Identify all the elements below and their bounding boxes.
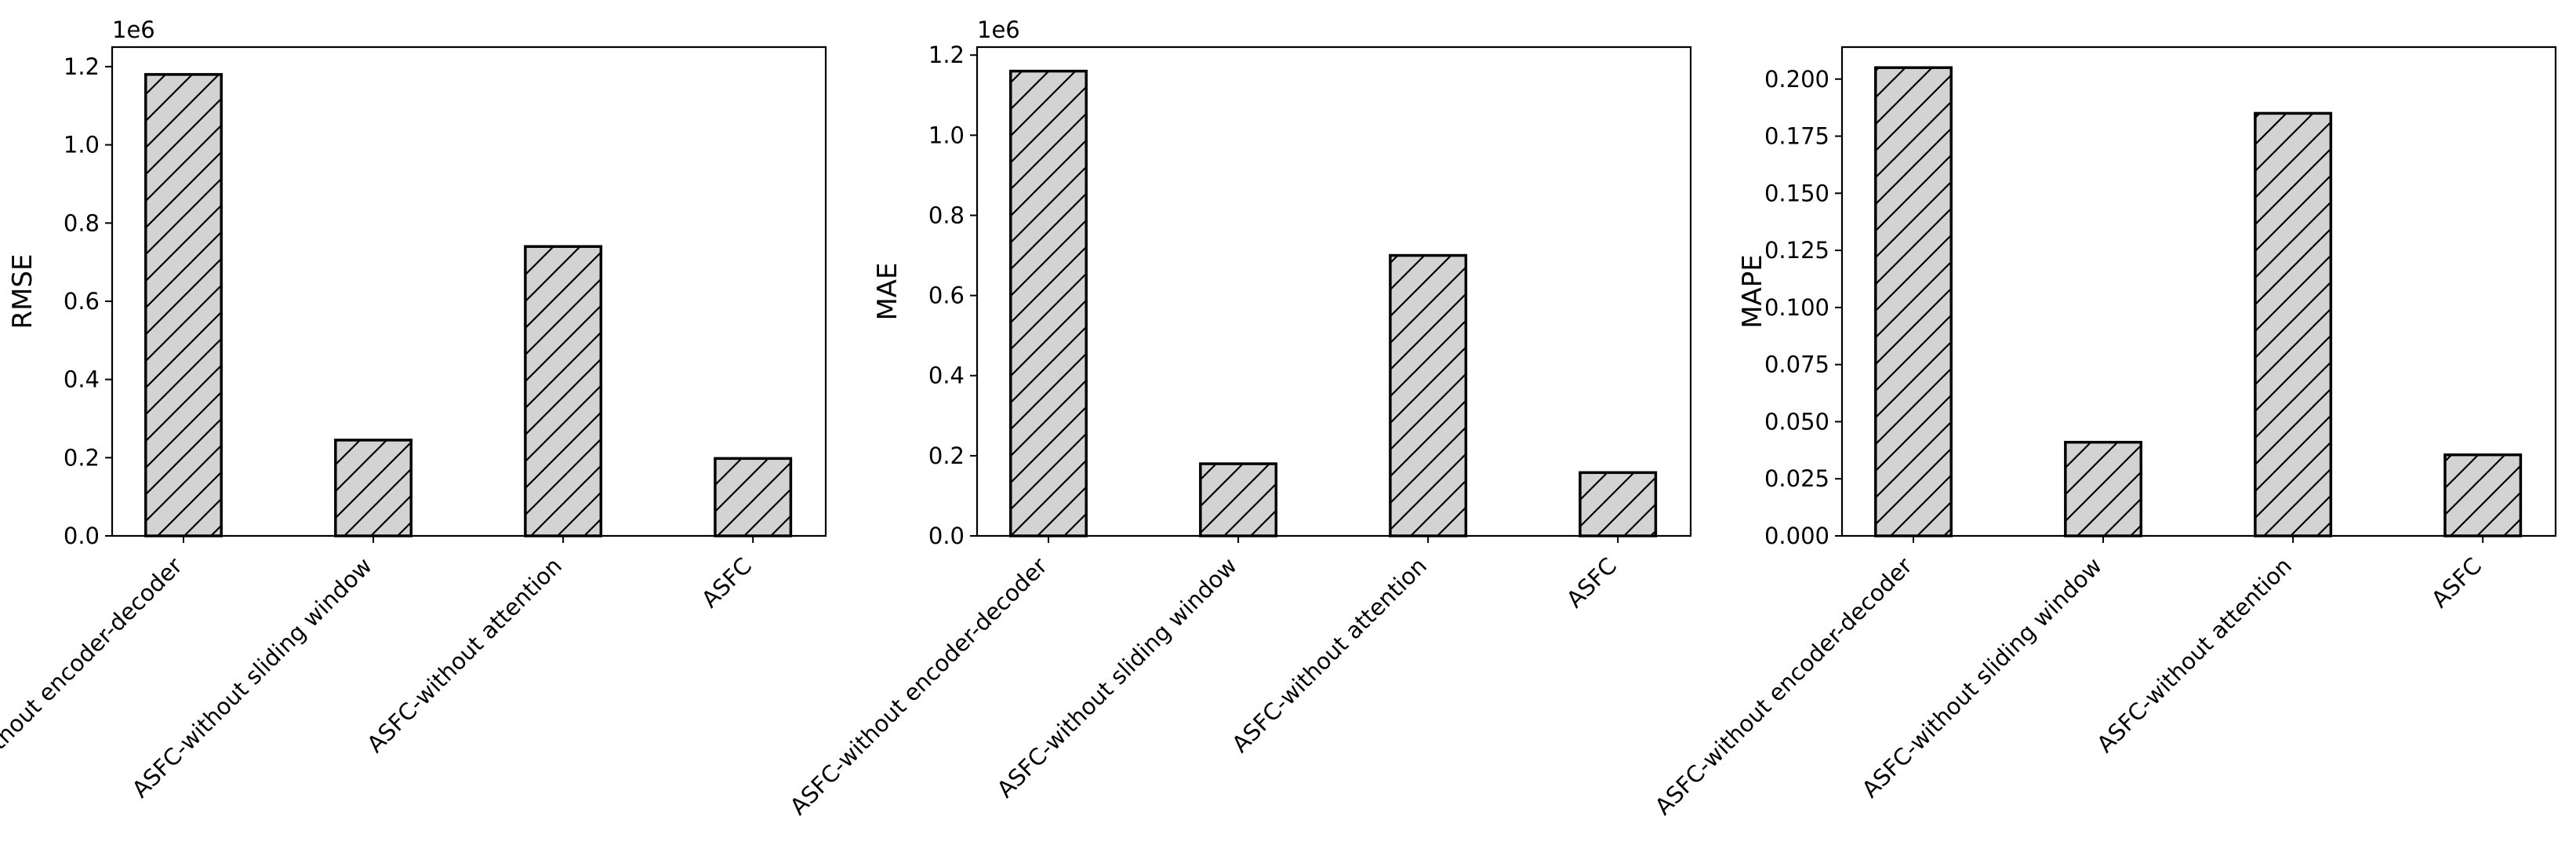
y-tick-label-1-2: 0.2 bbox=[64, 444, 100, 471]
x-tick-label-3-4: ASFC bbox=[2426, 552, 2487, 613]
x-tick-label-1-4: ASFC bbox=[696, 552, 757, 613]
bar-3-4 bbox=[2443, 453, 2523, 537]
bar-1-2 bbox=[334, 439, 413, 537]
offset-label-1: 1e6 bbox=[112, 16, 155, 43]
bar-3-2 bbox=[2064, 440, 2143, 537]
y-tick-label-1-4: 0.6 bbox=[64, 288, 100, 315]
y-tick-label-2-4: 0.6 bbox=[928, 282, 965, 309]
plot-frame-1 bbox=[111, 46, 827, 537]
y-tick-label-3-4: 0.075 bbox=[1764, 352, 1829, 378]
y-axis-label-3: MAPE bbox=[1737, 254, 1768, 329]
y-tick-label-3-9: 0.200 bbox=[1764, 66, 1829, 93]
y-tick-label-3-7: 0.150 bbox=[1764, 180, 1829, 206]
bar-3-3 bbox=[2254, 111, 2333, 537]
y-tick-label-1-5: 0.8 bbox=[64, 209, 100, 236]
bar-2-2 bbox=[1199, 462, 1278, 537]
y-tick-label-3-6: 0.125 bbox=[1764, 237, 1829, 264]
bar-1-3 bbox=[524, 245, 603, 537]
y-tick-label-1-6: 1.0 bbox=[64, 132, 100, 158]
bar-1-1 bbox=[144, 73, 223, 537]
y-tick-label-2-3: 0.4 bbox=[928, 362, 965, 389]
x-tick-label-2-4: ASFC bbox=[1561, 552, 1622, 613]
bar-2-4 bbox=[1579, 471, 1658, 537]
y-tick-label-1-3: 0.4 bbox=[64, 366, 100, 393]
offset-label-2: 1e6 bbox=[977, 16, 1020, 43]
y-tick-label-3-3: 0.050 bbox=[1764, 408, 1829, 435]
x-tick-label-3-3: ASFC-without attention bbox=[2091, 552, 2297, 758]
y-tick-label-3-5: 0.100 bbox=[1764, 294, 1829, 321]
y-tick-label-2-6: 1.0 bbox=[928, 122, 965, 148]
y-tick-label-2-2: 0.2 bbox=[928, 443, 965, 469]
y-axis-label-2: MAE bbox=[872, 262, 903, 320]
x-tick-label-2-3: ASFC-without attention bbox=[1226, 552, 1432, 758]
y-tick-label-1-7: 1.2 bbox=[64, 53, 100, 80]
bar-2-3 bbox=[1389, 253, 1468, 537]
x-tick-label-1-3: ASFC-without attention bbox=[362, 552, 567, 758]
y-tick-label-2-5: 0.8 bbox=[928, 202, 965, 228]
bar-3-1 bbox=[1874, 66, 1953, 537]
plot-frame-2 bbox=[976, 46, 1692, 537]
y-tick-label-3-1: 0.000 bbox=[1764, 523, 1829, 549]
y-tick-label-3-8: 0.175 bbox=[1764, 123, 1829, 150]
y-axis-label-1: RMSE bbox=[7, 253, 38, 329]
y-tick-label-3-2: 0.025 bbox=[1764, 465, 1829, 492]
y-tick-label-2-1: 0.0 bbox=[928, 523, 965, 549]
bar-1-4 bbox=[714, 457, 793, 537]
chart-panel-3: 0.000 0.025 0.050 0.075 0.100 0.125 0.150 0.175… bbox=[1650, 46, 2557, 820]
y-tick-label-2-7: 1.2 bbox=[928, 42, 965, 68]
bar-2-1 bbox=[1009, 69, 1088, 537]
plot-frame-3 bbox=[1840, 46, 2557, 537]
y-tick-label-1-1: 0.0 bbox=[64, 523, 100, 549]
